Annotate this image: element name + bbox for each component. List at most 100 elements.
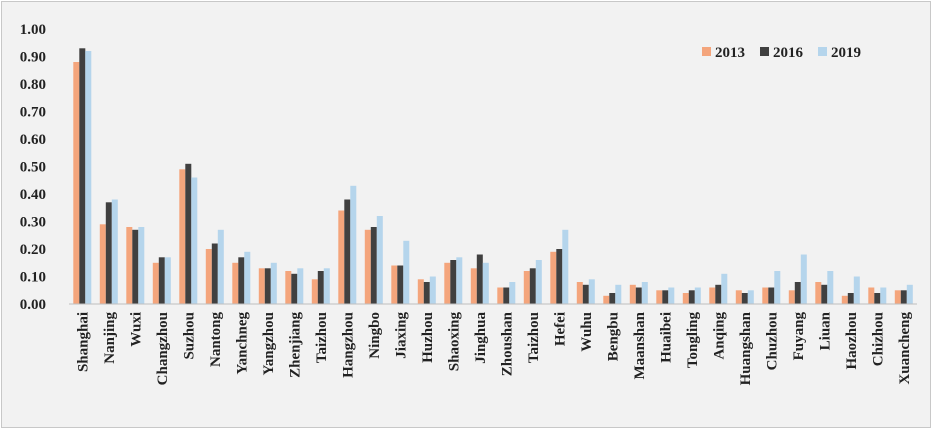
y-tick-label: 0.10: [20, 270, 46, 286]
x-tick-label: Hangzhou: [340, 312, 356, 378]
y-tick-label: 0.70: [20, 105, 46, 121]
bar-2013-nanjing: [99, 224, 106, 305]
x-tick-label: Jiaxing: [393, 312, 409, 359]
y-tick-label: 0.90: [20, 50, 46, 66]
x-tick-label: Taizhou: [314, 312, 330, 363]
bar-2016-yangzhou: [264, 268, 271, 305]
bar-2019-jiaxing: [403, 240, 410, 305]
y-tick-label: 0.20: [20, 242, 46, 258]
bar-2019-zhenjiang: [297, 268, 304, 305]
bar-2013-shanghai: [73, 62, 80, 304]
bar-2016-ningbo: [370, 227, 377, 304]
bar-2019-ningbo: [376, 216, 383, 304]
legend: 2013 2016 2019: [702, 45, 861, 61]
bar-2016-xuancheng: [900, 290, 907, 305]
x-tick-label: Bengbu: [605, 312, 621, 361]
bar-2013-ningbo: [364, 229, 371, 305]
x-tick-label: Huzhou: [420, 312, 436, 363]
legend-swatch-2019: [818, 47, 827, 56]
legend-swatch-2016: [760, 47, 769, 56]
bar-2013-hefei: [550, 251, 557, 305]
y-tick-label: 1.00: [20, 22, 46, 38]
bar-2019-nantong: [217, 229, 224, 305]
y-axis: 0.00 0.10 0.20 0.30 0.40 0.50 0.60 0.70 0.80 0.90…: [20, 22, 46, 313]
bar-2013-chuzhou: [762, 287, 769, 304]
bar-2013-bengbu: [603, 295, 610, 305]
bar-2016-haozhou: [847, 293, 854, 304]
bar-2016-shaoxing: [450, 260, 457, 304]
bar-2019-huaibei: [668, 287, 675, 304]
x-tick-label: Changzhou: [155, 312, 171, 385]
bar-2016-zhenjiang: [291, 273, 298, 305]
x-tick-label: Jinghua: [473, 312, 489, 364]
bar-2019-xuancheng: [906, 284, 913, 305]
bar-2019-huangshan: [747, 290, 754, 305]
bar-2016-nanjing: [105, 202, 112, 305]
bars: [73, 48, 913, 305]
x-tick-label: Fuyang: [791, 312, 807, 361]
bar-2019-chuzhou: [774, 271, 781, 304]
bar-2019-hefei: [562, 229, 569, 305]
bar-2016-wuxi: [132, 229, 139, 305]
x-tick-label: Anqing: [711, 312, 727, 360]
bar-2016-taizhou: [529, 268, 536, 305]
bar-2016-yanchneg: [238, 257, 245, 305]
bar-2013-zhenjiang: [285, 271, 292, 304]
bar-2019-bengbu: [615, 284, 622, 305]
bar-2013-fuyang: [788, 290, 795, 305]
x-tick-label: Zhenjiang: [287, 312, 303, 378]
bar-2019-wuhu: [588, 279, 595, 305]
x-tick-label: Tongling: [685, 312, 701, 369]
bar-2019-taizhou: [535, 260, 542, 304]
bar-2013-changzhou: [152, 262, 159, 305]
x-tick-label: Huaibei: [658, 312, 674, 363]
bar-2013-jinghua: [470, 268, 477, 305]
x-tick-label: Nantong: [208, 312, 224, 368]
bar-2016-zhoushan: [503, 287, 510, 304]
bar-2019-zhoushan: [509, 282, 516, 304]
bar-2019-tongling: [694, 287, 701, 304]
bar-2013-anqing: [709, 287, 716, 304]
bar-2019-nanjing: [111, 199, 118, 304]
bar-2016-chizhou: [874, 293, 881, 304]
legend-swatch-2013: [702, 47, 711, 56]
bar-2013-chizhou: [868, 287, 875, 304]
x-tick-label: Taizhou: [526, 312, 542, 363]
y-tick-label: 0.40: [20, 187, 46, 203]
y-tick-label: 0.00: [20, 297, 46, 313]
bar-2013-liuan: [815, 282, 822, 304]
bar-2013-maanshan: [629, 284, 636, 305]
bar-2016-nantong: [211, 243, 218, 304]
bar-2016-hangzhou: [344, 199, 351, 304]
bar-2013-wuhu: [576, 282, 583, 304]
x-tick-label: Haozhou: [844, 312, 860, 370]
bar-2016-maanshan: [635, 287, 642, 304]
x-tick-label: Yangzhou: [261, 312, 277, 375]
legend-label: 2013: [715, 45, 745, 61]
bar-2019-liuan: [827, 271, 834, 304]
bar-2019-suzhou: [191, 177, 198, 304]
bar-2016-bengbu: [609, 293, 616, 304]
bar-2016-suzhou: [185, 163, 192, 305]
x-tick-label: Suzhou: [181, 312, 197, 360]
bar-2019-huzhou: [429, 276, 436, 304]
bar-2016-jiaxing: [397, 265, 404, 304]
bar-2013-huangshan: [735, 290, 742, 305]
bar-2013-suzhou: [179, 169, 186, 305]
bar-2019-fuyang: [800, 254, 807, 304]
bar-2013-nantong: [205, 249, 212, 304]
x-tick-label: Shanghai: [75, 312, 91, 372]
bar-2016-shanghai: [79, 48, 86, 305]
x-tick-label: Yanchneg: [234, 312, 250, 375]
bar-2016-wuhu: [582, 284, 589, 305]
bar-2013-huzhou: [417, 279, 424, 305]
bar-2019-anqing: [721, 273, 728, 305]
bar-2016-changzhou: [158, 257, 165, 305]
x-tick-label: Ningbo: [367, 312, 383, 359]
x-tick-label: Hefei: [552, 312, 568, 346]
bar-2016-huangshan: [741, 293, 748, 304]
bar-2013-zhoushan: [497, 287, 504, 304]
bar-2016-chuzhou: [768, 287, 775, 304]
bar-2013-shaoxing: [444, 262, 451, 305]
